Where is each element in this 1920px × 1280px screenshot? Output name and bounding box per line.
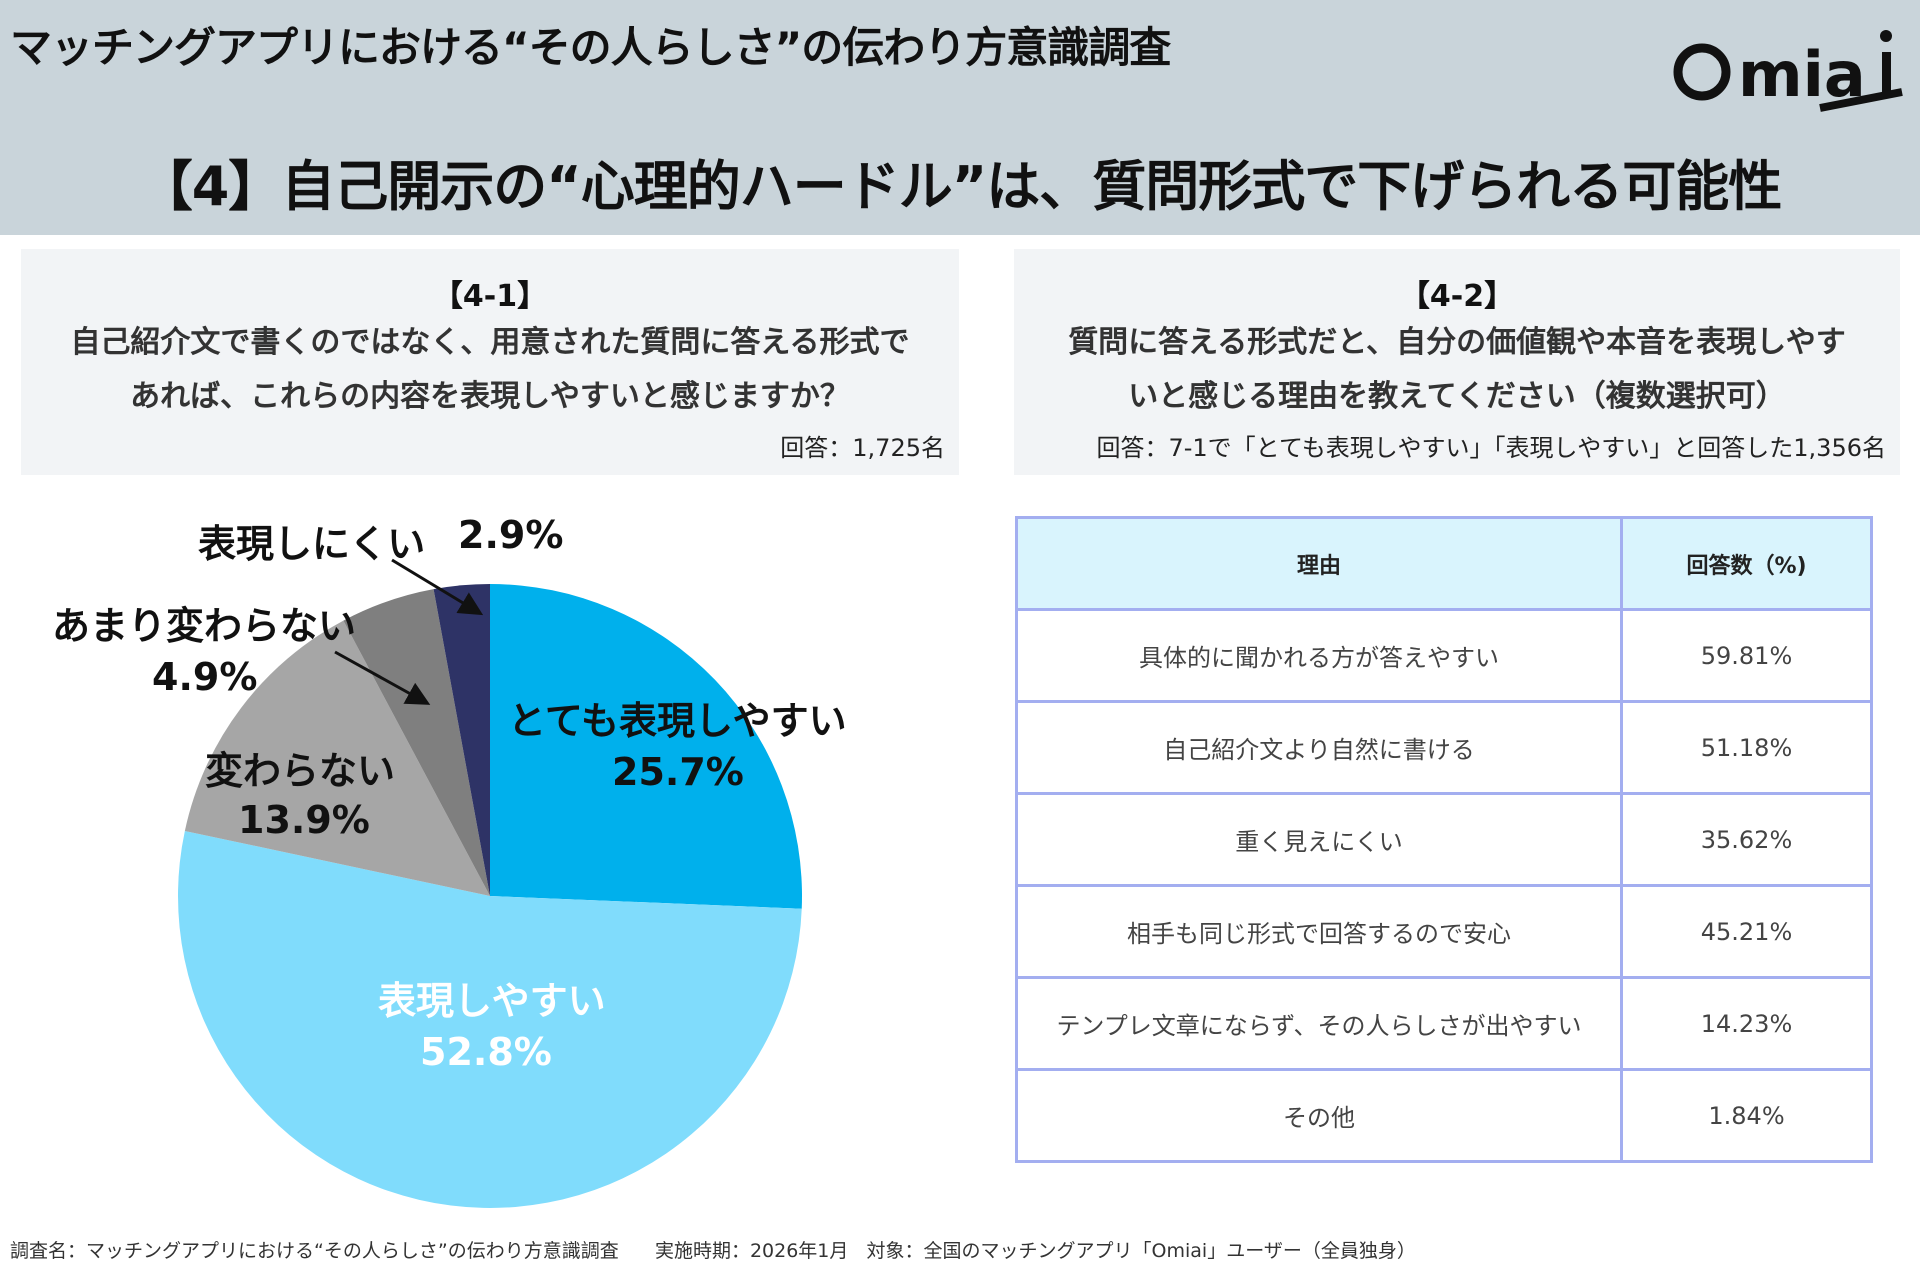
percent-cell: 35.62% bbox=[1620, 792, 1873, 887]
value-hard: 2.9% bbox=[458, 513, 564, 557]
reason-cell: 具体的に聞かれる方が答えやすい bbox=[1015, 608, 1623, 703]
reason-cell: その他 bbox=[1015, 1068, 1623, 1163]
question-number: 【4-1】 bbox=[432, 279, 548, 314]
table-row: その他 1.84% bbox=[1015, 1068, 1873, 1163]
footer-note: 調査名：マッチングアプリにおける“その人らしさ”の伝わり方意識調査 実施時期：2… bbox=[10, 1236, 1416, 1263]
percent-cell: 59.81% bbox=[1620, 608, 1873, 703]
footer-survey: 調査名：マッチングアプリにおける“その人らしさ”の伝わり方意識調査 bbox=[10, 1240, 619, 1262]
reason-cell: テンプレ文章にならず、その人らしさが出やすい bbox=[1015, 976, 1623, 1071]
question-text: 自己紹介文で書くのではなく、用意された質問に答える形式で bbox=[70, 325, 910, 360]
pie-slice bbox=[184, 620, 490, 896]
footer-period: 実施時期：2026年1月 bbox=[654, 1240, 849, 1262]
question-text: いと感じる理由を教えてください（複数選択可） bbox=[1128, 379, 1786, 414]
percent-cell: 51.18% bbox=[1620, 700, 1873, 795]
value-no-change: 13.9% bbox=[238, 798, 370, 842]
header-band: マッチングアプリにおける“その人らしさ”の伝わり方意識調査 mia 【4】自己開… bbox=[0, 0, 1920, 235]
label-no-change: 変わらない bbox=[205, 749, 396, 793]
svg-text:mia: mia bbox=[1738, 38, 1866, 111]
label-not-much-change: あまり変わらない bbox=[52, 604, 357, 648]
value-very-easy: 25.7% bbox=[612, 750, 744, 794]
footer-target: 対象：全国のマッチングアプリ「Omiai」ユーザー（全員独身） bbox=[866, 1240, 1416, 1262]
pie-slice bbox=[343, 589, 490, 896]
omiai-logo: mia bbox=[1673, 30, 1903, 112]
pie-slice bbox=[490, 584, 802, 909]
question-number: 【4-2】 bbox=[1399, 279, 1515, 314]
reason-cell: 自己紹介文より自然に書ける bbox=[1015, 700, 1623, 795]
reason-cell: 相手も同じ形式で回答するので安心 bbox=[1015, 884, 1623, 979]
headline: 【4】自己開示の“心理的ハードル”は、質問形式で下げられる可能性 bbox=[138, 155, 1783, 218]
label-very-easy: とても表現しやすい bbox=[508, 699, 847, 743]
leader-arrow-not-much-change bbox=[334, 650, 431, 705]
label-easy: 表現しやすい bbox=[378, 979, 606, 1023]
pie-chart bbox=[177, 558, 802, 1209]
reason-cell: 重く見えにくい bbox=[1015, 792, 1623, 887]
header-reason: 理由 bbox=[1015, 516, 1623, 611]
value-easy: 52.8% bbox=[420, 1030, 552, 1074]
percent-cell: 1.84% bbox=[1620, 1068, 1873, 1163]
pie-slice bbox=[177, 830, 802, 1209]
percent-cell: 45.21% bbox=[1620, 884, 1873, 979]
table-row: 重く見えにくい 35.62% bbox=[1015, 792, 1873, 887]
question-4-2-box: 【4-2】 質問に答える形式だと、自分の価値観や本音を表現しやす いと感じる理由… bbox=[1014, 249, 1900, 475]
table-row: テンプレ文章にならず、その人らしさが出やすい 14.23% bbox=[1015, 976, 1873, 1071]
table-header-row: 理由 回答数（%) bbox=[1015, 516, 1873, 611]
respondent-count: 回答：1,725名 bbox=[780, 434, 945, 462]
percent-cell: 14.23% bbox=[1620, 976, 1873, 1071]
pie-slice bbox=[433, 584, 490, 896]
reasons-table: 理由 回答数（%) 具体的に聞かれる方が答えやすい 59.81% 自己紹介文より自然… bbox=[1015, 516, 1873, 1163]
leader-arrow-hard bbox=[391, 558, 484, 616]
table-row: 相手も同じ形式で回答するので安心 45.21% bbox=[1015, 884, 1873, 979]
label-hard: 表現しにくい bbox=[198, 522, 426, 566]
table-row: 具体的に聞かれる方が答えやすい 59.81% bbox=[1015, 608, 1873, 703]
value-not-much-change: 4.9% bbox=[152, 655, 258, 699]
question-4-1-box: 【4-1】 自己紹介文で書くのではなく、用意された質問に答える形式で あれば、こ… bbox=[21, 249, 959, 475]
table-row: 自己紹介文より自然に書ける 51.18% bbox=[1015, 700, 1873, 795]
survey-title: マッチングアプリにおける“その人らしさ”の伝わり方意識調査 bbox=[10, 23, 1171, 72]
respondent-count: 回答：7-1で「とても表現しやすい」「表現しやすい」と回答した1,356名 bbox=[1096, 434, 1886, 462]
header-percent: 回答数（%) bbox=[1620, 516, 1873, 611]
question-text: 質問に答える形式だと、自分の価値観や本音を表現しやす bbox=[1068, 325, 1846, 360]
question-text: あれば、これらの内容を表現しやすいと感じますか？ bbox=[130, 379, 850, 414]
